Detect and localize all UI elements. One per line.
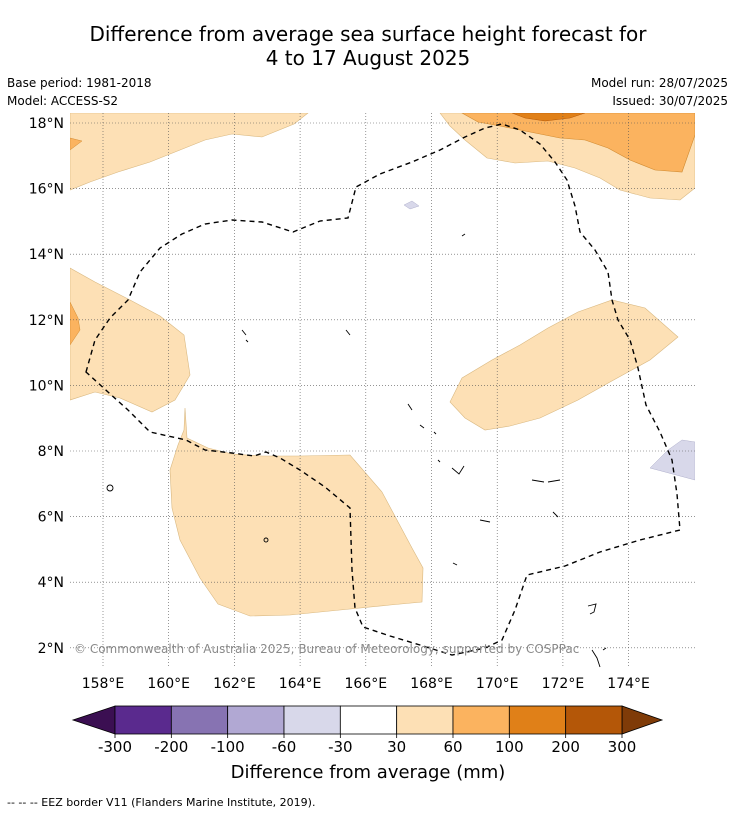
title-line-1: Difference from average sea surface heig… — [89, 22, 647, 46]
colorbar-tick-label: 60 — [443, 738, 462, 756]
island-mark — [531, 479, 561, 483]
lon-tick-label: 170°E — [476, 676, 519, 692]
colorbar-over-arrow — [621, 705, 664, 735]
lat-tick-label: 2°N — [38, 641, 64, 657]
lon-tick-label: 160°E — [147, 676, 190, 692]
title-line-2: 4 to 17 August 2025 — [265, 46, 471, 70]
island-mark — [241, 329, 249, 343]
lat-tick-label: 10°N — [29, 378, 64, 394]
gridlines — [70, 113, 695, 668]
issued-date: Issued: 30/07/2025 — [612, 94, 728, 108]
colorbar-tick-label: 200 — [551, 738, 580, 756]
latitude-labels: 18°N 16°N 14°N 12°N 10°N 8°N 6°N 4°N 2°N — [29, 116, 64, 657]
colorbar-segment — [114, 705, 172, 735]
island-mark — [407, 403, 425, 429]
colorbar-segment — [170, 705, 229, 735]
island-mark — [461, 233, 466, 237]
islands — [106, 233, 607, 668]
contour-negative-small — [403, 200, 420, 210]
colorbar-segment — [452, 705, 510, 735]
colorbar-label: Difference from average (mm) — [230, 762, 506, 783]
lat-tick-label: 12°N — [29, 313, 64, 329]
colorbar: -300 -200 -100 -60 -30 30 60 100 200 300 — [71, 705, 664, 756]
eez-legend: -- -- -- EEZ border V11 (Flanders Marine… — [7, 796, 316, 809]
colorbar-segment — [283, 705, 341, 735]
contour-60-100-northeast — [461, 113, 695, 173]
colorbar-under-arrow — [71, 705, 116, 735]
lat-tick-label: 8°N — [38, 444, 64, 460]
colorbar-tick-label: -30 — [328, 738, 353, 756]
colorbar-segment — [339, 705, 398, 735]
meta-left: Base period: 1981-2018 Model: ACCESS-S2 — [7, 74, 152, 110]
contour-100-200-northeast — [511, 113, 586, 122]
lon-tick-label: 164°E — [279, 676, 322, 692]
lon-tick-label: 162°E — [213, 676, 256, 692]
island-mark — [433, 431, 441, 463]
lat-tick-label: 16°N — [29, 182, 64, 198]
model-run: Model run: 28/07/2025 — [590, 76, 728, 90]
island-mark — [602, 647, 607, 651]
colorbar-tick-label: 30 — [387, 738, 406, 756]
contour-30-60-east-central — [449, 299, 679, 431]
lon-tick-label: 166°E — [345, 676, 388, 692]
island-mark — [591, 649, 601, 668]
lat-tick-label: 14°N — [29, 247, 64, 263]
island-mark — [552, 511, 559, 518]
lat-tick-label: 18°N — [29, 116, 64, 132]
lat-tick-label: 4°N — [38, 575, 64, 591]
base-period: Base period: 1981-2018 — [7, 76, 152, 90]
lat-tick-label: 6°N — [38, 510, 64, 526]
colorbar-tick-label: -60 — [272, 738, 297, 756]
lon-tick-label: 174°E — [607, 676, 650, 692]
island-mark — [263, 537, 269, 543]
island-mark — [587, 603, 597, 615]
colorbar-tick-label: -300 — [98, 738, 132, 756]
colorbar-tick-label: -100 — [211, 738, 245, 756]
colorbar-segment — [227, 705, 285, 735]
model-name: Model: ACCESS-S2 — [7, 94, 119, 108]
lon-tick-label: 158°E — [82, 676, 125, 692]
colorbar-tick-label: -200 — [154, 738, 188, 756]
colorbar-tick-label: 100 — [495, 738, 524, 756]
colorbar-tick-label: 300 — [608, 738, 637, 756]
island-mark — [479, 519, 491, 523]
lon-tick-label: 168°E — [410, 676, 453, 692]
attribution: © Commonwealth of Australia 2025, Bureau… — [74, 642, 579, 656]
contour-30-60-west — [70, 267, 191, 413]
island-mark — [451, 465, 465, 475]
colorbar-segment — [396, 705, 454, 735]
colorbar-segment — [508, 705, 567, 735]
contour-60-100-northwest-edge — [70, 137, 83, 151]
island-mark — [452, 562, 458, 566]
contour-60-100-west-edge — [70, 301, 81, 346]
lon-tick-label: 172°E — [542, 676, 585, 692]
meta-right: Model run: 28/07/2025 Issued: 30/07/2025 — [591, 74, 728, 110]
anomaly-contours — [70, 113, 695, 617]
eez-border — [85, 123, 681, 656]
longitude-labels: 158°E 160°E 162°E 164°E 166°E 168°E 170°E 172°E… — [82, 676, 650, 692]
island-mark — [345, 329, 351, 336]
colorbar-segment — [565, 705, 623, 735]
chart-title: Difference from average sea surface heig… — [0, 22, 736, 70]
map-plot-area — [70, 113, 695, 668]
island-mark — [106, 484, 114, 492]
contour-30-60-northwest — [70, 113, 309, 191]
